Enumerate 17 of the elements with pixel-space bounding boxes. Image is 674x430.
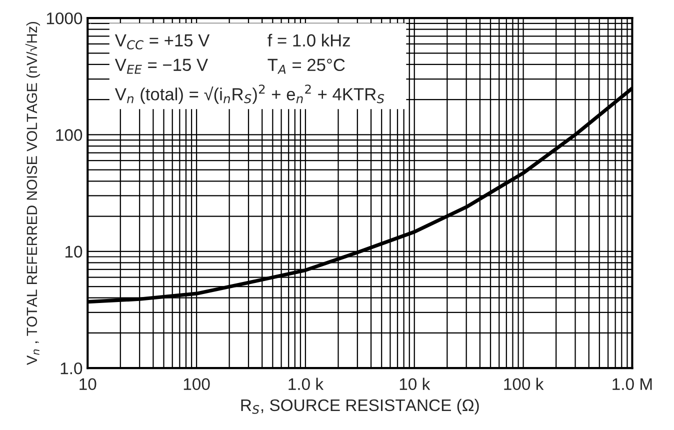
text: V$_{n}$ (total) = √(i$_{n}$R$_{S}$)$^{2}$ + e$_{n}$$^{2}$ + 4KTR$_{S}$ xyxy=(114,84,384,104)
x-tick-label: 1.0 M xyxy=(612,378,652,390)
x-tick-label: 10 xyxy=(80,378,96,390)
x-tick-label: 100 xyxy=(184,378,210,390)
annotation: V$_{CC}$ = +15 V xyxy=(114,34,210,50)
y-tick-label: 10 xyxy=(65,246,82,258)
annotation: f = 1.0 kHz xyxy=(268,34,350,47)
x-axis-title: R$_{S}$, SOURCE RESISTANCE (Ω) xyxy=(241,398,479,414)
x-tick-label: 100 k xyxy=(504,378,544,390)
annotation: V$_{EE}$ = −15 V xyxy=(114,58,208,74)
x-tick-label: 10 k xyxy=(400,378,430,390)
y-tick-label: 1.0 xyxy=(60,362,82,374)
y-tick-label: 100 xyxy=(56,129,82,141)
x-tick-label: 1.0 k xyxy=(288,378,324,390)
annotation: T$_{A}$ = 25°C xyxy=(268,58,345,74)
y-axis-title: V$_{n}$ , TOTAL REFERRED NOISE VOLTAGE (nV/√Hz) xyxy=(25,22,40,366)
y-tick-label: 1000 xyxy=(46,12,82,24)
